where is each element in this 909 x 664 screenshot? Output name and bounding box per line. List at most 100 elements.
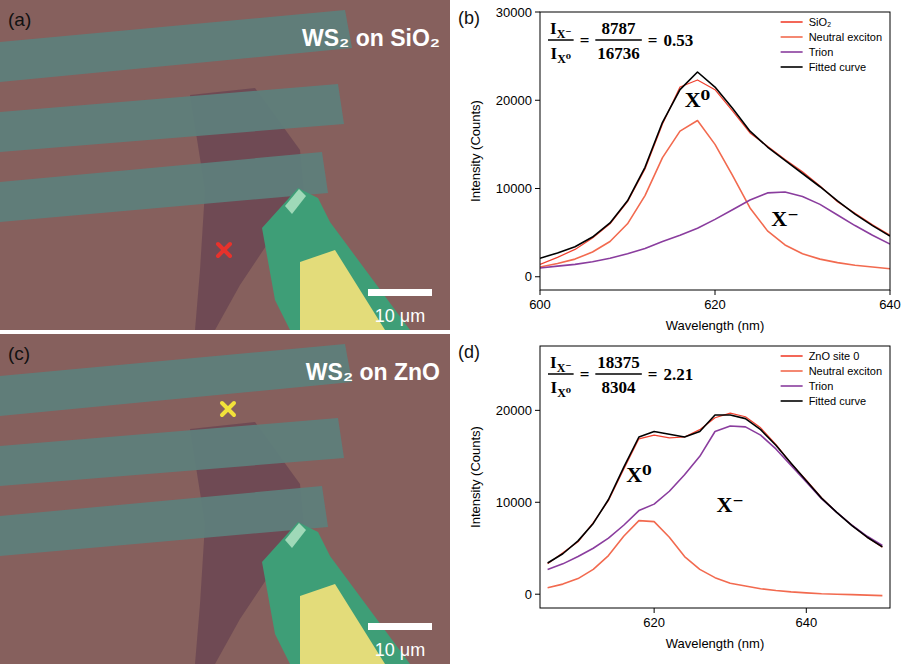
x-tick-label: 600 [529,297,551,312]
scale-bar-label: 10 μm [375,306,425,326]
spectrum-line [540,121,890,269]
figure: (a)WS₂ on SiO₂10 μm(c)WS₂ on ZnO10 μm(b)… [0,0,909,664]
x-tick [715,290,716,295]
x-axis-title: Wavelength (nm) [666,318,765,333]
legend: SiO₂ Neutral exciton Trion Fitted curve [781,16,882,73]
legend-label: SiO₂ [809,16,832,28]
panel-label: (d) [458,342,480,362]
spectrum-line [548,426,883,569]
legend-label: Neutral exciton [809,365,882,377]
annotation-text: 18375 [597,353,640,372]
plot-area [540,72,890,269]
substrate [0,334,450,664]
measurement-site [222,403,234,415]
annotation-text: = [580,31,590,50]
annotation-part: X⁻ [557,361,572,375]
annotation-part: 0.53 [664,31,694,50]
annotation-text: IX⁻ [550,353,572,375]
y-tick [535,100,540,101]
x-axis-title: Wavelength (nm) [666,636,765,651]
spectrum-line [540,192,890,268]
y-tick-label: 0 [525,587,532,602]
y-tick-label: 20000 [496,403,532,418]
fraction-bar [595,39,642,41]
y-tick-label: 10000 [496,495,532,510]
legend-label: Fitted curve [809,61,866,73]
fraction-bar [548,373,574,375]
electrode [0,84,344,152]
panel-label: (a) [8,9,31,30]
plot-frame [540,12,890,290]
panel-label: (c) [8,343,30,364]
peak-label: X⁻ [716,492,744,517]
substrate [0,0,450,330]
x-tick-label: 640 [795,615,817,630]
x-tick [890,290,891,295]
spectrum-line [548,415,883,563]
spectrum-line [548,521,883,596]
annotation-part: X⁰ [557,52,571,66]
legend-swatch [781,355,803,357]
scale-bar-label: 10 μm [375,640,425,660]
annotation-text: IX⁻ [550,19,572,41]
spectrum-line [548,413,883,564]
legend-swatch [781,400,803,402]
legend-label: ZnO site 0 [809,350,860,362]
x-tick-label: 620 [704,297,726,312]
y-axis-title: Intensity (Counts) [468,426,483,528]
annotation-text: 8787 [602,19,637,38]
annotation-part: 16736 [597,44,640,63]
peak-label: X⁻ [771,206,799,231]
legend-swatch [781,51,803,53]
plot-area [548,413,883,595]
y-tick [535,12,540,13]
micrograph-panel: (c)WS₂ on ZnO10 μm [0,334,450,664]
y-tick [535,188,540,189]
annotation-text: 8304 [602,378,637,397]
annotation-text: = [648,365,658,384]
legend-label: Trion [809,380,834,392]
x-tick [806,608,807,613]
annotation-part: 8304 [602,378,637,397]
y-tick-label: 30000 [496,5,532,20]
y-tick-label: 20000 [496,93,532,108]
annotation-text: = [648,31,658,50]
thick-flake-edge [285,523,306,548]
annotation-part: X⁻ [557,27,572,41]
fraction-bar [548,39,574,41]
scale-bar [368,289,432,296]
annotation-part: 8787 [602,19,637,38]
micrograph-panel: (a)WS₂ on SiO₂10 μm [0,0,450,330]
legend-label: Fitted curve [809,395,866,407]
annotation-part: = [580,31,590,50]
spectrum-line [540,72,890,258]
y-tick-label: 0 [525,269,532,284]
annotation-part: 2.21 [664,365,694,384]
y-tick-label: 10000 [496,181,532,196]
ratio-annotation: IX⁻IX⁰=878716736=0.53 [548,19,693,66]
ratio-annotation: IX⁻ IX⁰ = 18375 8304 = 2.21 [548,353,693,400]
x-tick [654,608,655,613]
electrode [0,418,344,486]
plot-frame [540,346,890,608]
thick-flake-edge [285,189,306,214]
annotation-part: = [580,365,590,384]
peak-label: X⁰ [626,462,652,487]
spectrum-panel: (b)6006206400100002000030000Wavelength (… [458,5,901,334]
y-tick [535,502,540,503]
annotation-part: = [648,31,658,50]
legend-label: Neutral exciton [809,31,882,43]
y-tick [535,410,540,411]
legend-swatch [781,36,803,38]
annotation-text: IX⁰ [551,378,572,400]
annotation-part: 18375 [597,353,640,372]
legend-swatch [781,385,803,387]
annotation-text: 16736 [597,44,640,63]
annotation-text: 2.21 [664,365,694,384]
peak-label: X⁰ [685,87,711,112]
y-axis-title: Intensity (Counts) [468,100,483,202]
fraction-bar [595,373,642,375]
legend: ZnO site 0 Neutral exciton Trion Fitted cur… [781,350,882,407]
legend-label: Trion [809,46,834,58]
y-tick [535,276,540,277]
